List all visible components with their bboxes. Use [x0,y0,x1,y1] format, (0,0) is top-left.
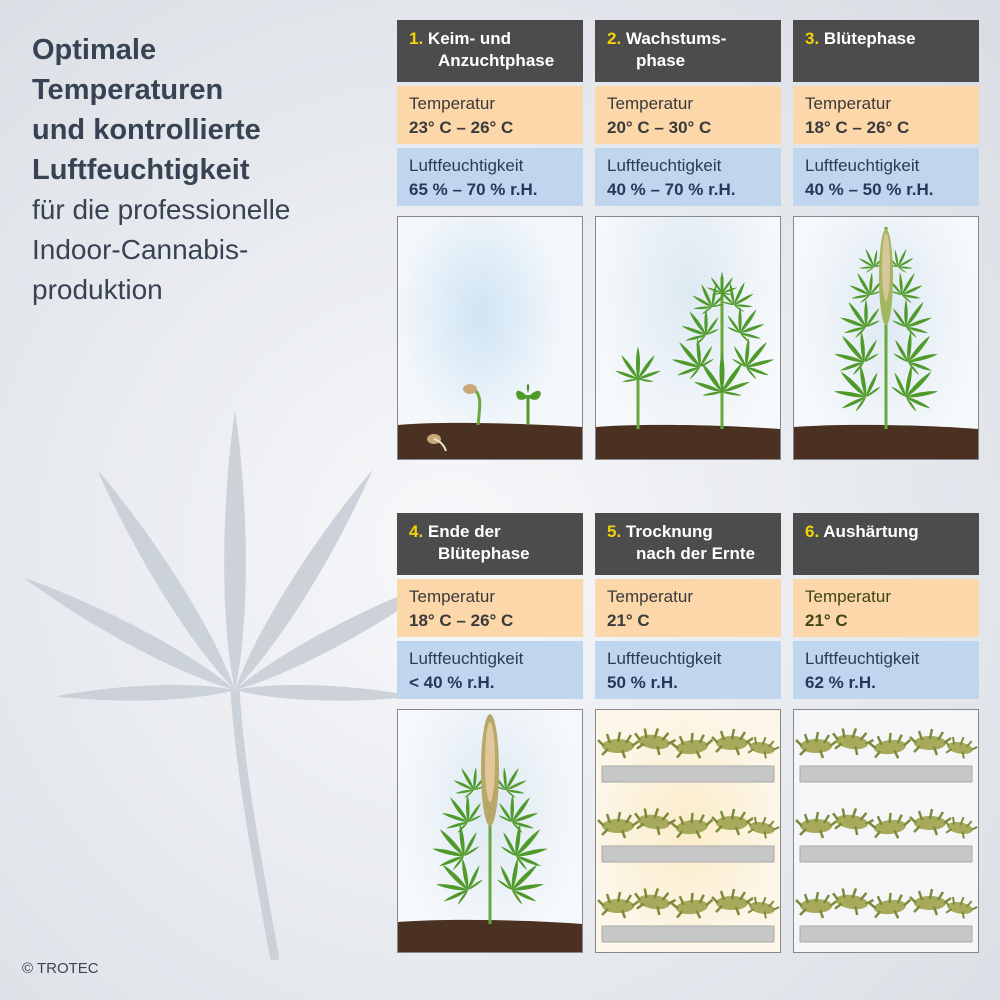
cannabis-leaf-watermark-icon [18,410,410,961]
humidity-value: 50 % r.H. [607,673,678,692]
subtitle-line: produktion [32,274,163,305]
drying-rack-icon [596,710,780,943]
temperature-box: Temperatur 18° C – 26° C [397,579,583,637]
phase-name-line2: phase [636,51,686,70]
temperature-box: Temperatur 23° C – 26° C [397,86,583,144]
temperature-value: 18° C – 26° C [409,611,514,630]
phase-header: 2. Wachstums- phase [595,20,781,82]
humidity-value: 40 % – 50 % r.H. [805,180,934,199]
phase-name: Keim- und [427,29,512,48]
temperature-value: 18° C – 26° C [805,118,910,137]
subtitle-line: für die professionelle [32,194,291,225]
phase-header: 3. Blütephase [793,20,979,82]
phase-card-4: 4. Ende der Blütephase Temperatur 18° C … [397,513,583,953]
humidity-box: Luftfeuchtigkeit 40 % – 50 % r.H. [793,148,979,206]
temperature-label: Temperatur [805,587,891,606]
late-flowering-plant-icon [398,714,582,952]
temperature-label: Temperatur [409,94,495,113]
copyright-text: © TROTEC [22,960,99,977]
humidity-box: Luftfeuchtigkeit 62 % r.H. [793,641,979,699]
phase-card-5: 5. Trocknung nach der Ernte Temperatur 2… [595,513,781,953]
temperature-box: Temperatur 20° C – 30° C [595,86,781,144]
temperature-label: Temperatur [607,94,693,113]
humidity-box: Luftfeuchtigkeit 50 % r.H. [595,641,781,699]
phase-header: 1. Keim- und Anzuchtphase [397,20,583,82]
young-plant-icon [596,217,780,459]
phase-number: 1. [409,29,424,48]
phase-illustration [793,216,979,460]
phase-number: 5. [607,522,622,541]
title-line: Luftfeuchtigkeit [32,154,250,186]
phase-card-1: 1. Keim- und Anzuchtphase Temperatur 23°… [397,20,583,460]
phase-illustration [793,709,979,953]
flowering-plant-icon [794,227,978,459]
phase-card-3: 3. Blütephase Temperatur 18° C – 26° C L… [793,20,979,460]
humidity-value: < 40 % r.H. [409,673,495,692]
temperature-box: Temperatur 21° C [595,579,781,637]
temperature-label: Temperatur [805,94,891,113]
phase-name: Ende der [427,522,501,541]
humidity-value: 40 % – 70 % r.H. [607,180,736,199]
phase-illustration [595,709,781,953]
humidity-label: Luftfeuchtigkeit [805,649,920,668]
phase-name: Wachstums- [625,29,727,48]
temperature-value: 20° C – 30° C [607,118,712,137]
page-title: Optimale Temperaturen und kontrollierte … [32,30,392,310]
phase-card-2: 2. Wachstums- phase Temperatur 20° C – 3… [595,20,781,460]
curing-rack-icon [794,710,978,943]
phase-name: Trocknung [625,522,713,541]
temperature-label: Temperatur [607,587,693,606]
temperature-box: Temperatur 18° C – 26° C [793,86,979,144]
humidity-label: Luftfeuchtigkeit [805,156,920,175]
title-line: Optimale [32,34,157,66]
title-line: Temperaturen [32,74,224,106]
humidity-label: Luftfeuchtigkeit [409,649,524,668]
phase-card-6: 6. Aushärtung Temperatur 21° C Luftfeuch… [793,513,979,953]
phase-header: 6. Aushärtung [793,513,979,575]
phase-illustration [397,709,583,953]
humidity-value: 65 % – 70 % r.H. [409,180,538,199]
subtitle-line: Indoor-Cannabis- [32,234,249,265]
title-line: und kontrollierte [32,114,261,146]
phase-name-line2: Anzuchtphase [438,51,555,70]
phase-illustration [595,216,781,460]
temperature-value: 21° C [805,611,848,630]
phase-number: 6. [805,522,820,541]
temperature-value: 21° C [607,611,650,630]
phase-name: Aushärtung [823,522,919,541]
phase-number: 3. [805,29,820,48]
humidity-label: Luftfeuchtigkeit [607,649,722,668]
phase-header: 5. Trocknung nach der Ernte [595,513,781,575]
phase-number: 4. [409,522,424,541]
humidity-label: Luftfeuchtigkeit [409,156,524,175]
temperature-value: 23° C – 26° C [409,118,514,137]
phase-name-line2: nach der Ernte [636,544,756,563]
phase-header: 4. Ende der Blütephase [397,513,583,575]
phase-illustration [397,216,583,460]
phase-name: Blütephase [823,29,916,48]
humidity-box: Luftfeuchtigkeit 40 % – 70 % r.H. [595,148,781,206]
temperature-label: Temperatur [409,587,495,606]
temperature-box: Temperatur 21° C [793,579,979,637]
phase-number: 2. [607,29,622,48]
phase-name-line2: Blütephase [438,544,530,563]
humidity-label: Luftfeuchtigkeit [607,156,722,175]
seedling-icon [398,384,582,459]
humidity-value: 62 % r.H. [805,673,876,692]
humidity-box: Luftfeuchtigkeit < 40 % r.H. [397,641,583,699]
humidity-box: Luftfeuchtigkeit 65 % – 70 % r.H. [397,148,583,206]
